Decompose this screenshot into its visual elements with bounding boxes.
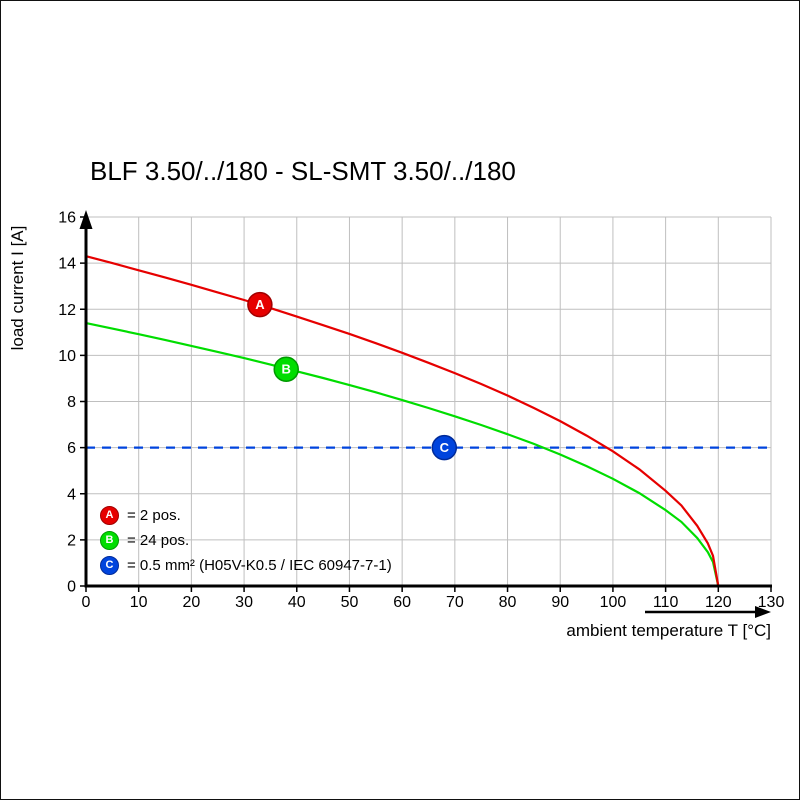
y-tick-label: 14 [58,256,76,273]
y-tick-label: 16 [58,210,76,227]
series-a-marker-letter: A [255,297,265,312]
series-b-point-marker [273,356,299,382]
series-a-legend-marker-icon: A [100,506,119,525]
series-b-legend-letter: B [105,534,114,546]
x-tick-label: 80 [499,594,517,611]
series-a-legend-letter: A [105,509,114,521]
legend-item-b: B = 24 pos. [100,528,392,553]
series-c-legend-marker-icon: C [100,556,119,575]
y-axis-arrowhead-icon [79,210,93,229]
y-tick-label: 12 [58,302,76,319]
x-axis-label: ambient temperature T [°C] [566,621,771,640]
x-tick-label: 60 [393,594,411,611]
y-tick-label: 4 [67,486,76,503]
series-c-legend-letter: C [105,559,114,571]
y-tick-label: 8 [67,394,76,411]
y-tick-label: 0 [67,579,76,596]
legend-item-c: C = 0.5 mm² (H05V-K0.5 / IEC 60947-7-1) [100,553,392,578]
x-tick-label: 10 [130,594,148,611]
x-tick-label: 130 [758,594,785,611]
x-tick-label: 120 [705,594,732,611]
chart-title: BLF 3.50/../180 - SL-SMT 3.50/../180 [90,156,516,186]
series-c-marker-letter: C [440,440,450,455]
x-tick-label: 70 [446,594,464,611]
legend-item-a: A = 2 pos. [100,503,392,528]
series-b-marker-letter: B [282,362,291,377]
x-tick-label: 50 [341,594,359,611]
x-tick-label: 90 [551,594,569,611]
x-tick-label: 110 [653,594,679,611]
x-tick-label: 100 [600,594,627,611]
series-b-legend-marker-icon: B [100,531,119,550]
x-tick-label: 30 [235,594,253,611]
y-tick-label: 6 [67,440,76,457]
series-c-point-marker [431,434,458,461]
y-tick-label: 10 [58,348,76,365]
x-tick-label: 40 [288,594,306,611]
series-a-legend-label: = 2 pos. [127,507,181,524]
y-tick-label: 2 [67,532,76,549]
x-tick-label: 0 [82,594,91,611]
x-axis-arrowhead-icon [755,606,771,618]
series-b-curve [85,322,720,587]
x-tick-label: 20 [182,594,200,611]
series-b-legend-label: = 24 pos. [127,532,190,549]
series-a-curve [85,255,720,587]
series-c-legend-label: = 0.5 mm² (H05V-K0.5 / IEC 60947-7-1) [127,557,392,574]
chart-legend: A = 2 pos. B = 24 pos. C = 0.5 mm² (H05V… [100,503,392,578]
series-a-point-marker [247,291,273,318]
